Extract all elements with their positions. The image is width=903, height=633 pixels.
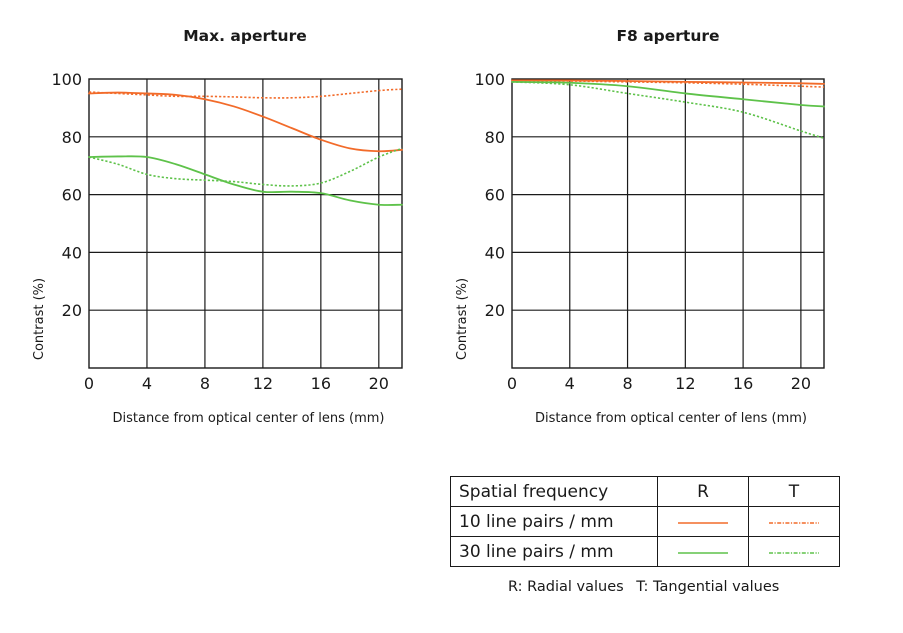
series-line-green-solid [88, 155, 403, 206]
x-axis-label: Distance from optical center of lens (mm… [113, 411, 385, 426]
series-line-orange-dotted [88, 88, 403, 99]
legend-sample-30lp-tangential [748, 536, 840, 567]
x-tick-label: 16 [311, 374, 331, 393]
legend-header-row: Spatial frequency R T [450, 476, 840, 507]
series-line-orange-dotted [511, 79, 825, 88]
series-line-green-solid [511, 80, 825, 108]
x-tick-label: 0 [507, 374, 517, 393]
x-tick-label: 8 [200, 374, 210, 393]
x-tick-label: 4 [142, 374, 152, 393]
legend-line-green-dotted [769, 551, 819, 554]
legend-line-orange-dotted [769, 521, 819, 524]
chart-title: F8 aperture [616, 27, 719, 45]
x-tick-label: 0 [84, 374, 94, 393]
series-line-orange-solid [511, 79, 825, 85]
x-tick-label: 20 [791, 374, 811, 393]
plot-frame [511, 78, 825, 369]
legend-header-r: R [657, 476, 749, 507]
y-tick-label: 80 [62, 128, 82, 147]
legend-sample-10lp-tangential [748, 506, 840, 537]
footnote-radial: R: Radial values [508, 579, 624, 595]
legend-sample-10lp-radial [657, 506, 749, 537]
legend-row-10lp: 10 line pairs / mm [450, 506, 840, 537]
legend-header-t: T [748, 476, 840, 507]
y-tick-label: 80 [485, 128, 505, 147]
legend-row-30lp: 30 line pairs / mm [450, 536, 840, 567]
legend-header-label: Spatial frequency [450, 476, 658, 507]
y-axis-label: Contrast (%) [32, 278, 47, 360]
x-axis-label: Distance from optical center of lens (mm… [535, 411, 807, 426]
series-line-orange-solid [88, 91, 403, 153]
series-line-green-dotted [511, 81, 825, 140]
legend-sample-30lp-radial [657, 536, 749, 567]
legend-line-orange-solid [678, 521, 728, 524]
legend-line-green-solid [678, 551, 728, 554]
legend-footnote: R: Radial values T: Tangential values [508, 579, 779, 595]
legend-row-label: 10 line pairs / mm [450, 506, 658, 537]
x-tick-label: 12 [675, 374, 695, 393]
legend-table: Spatial frequency R T 10 line pairs / mm… [450, 476, 840, 567]
chart-title: Max. aperture [183, 27, 306, 45]
mtf-chart-1: Max. aperture 0 4 8 12 16 20 20 40 60 80 100 Distanc… [32, 27, 403, 426]
series-line-green-dotted [88, 147, 403, 187]
mtf-chart-2: F8 aperture 0 4 8 12 16 20 20 40 60 80 100 Distance … [455, 27, 825, 426]
y-tick-label: 100 [51, 70, 82, 89]
y-tick-label: 20 [485, 301, 505, 320]
y-tick-label: 60 [62, 186, 82, 205]
legend-row-label: 30 line pairs / mm [450, 536, 658, 567]
y-tick-label: 40 [62, 243, 82, 262]
plot-frame [88, 78, 403, 369]
x-tick-label: 8 [622, 374, 632, 393]
x-tick-label: 4 [565, 374, 575, 393]
y-tick-label: 100 [474, 70, 505, 89]
y-tick-label: 40 [485, 243, 505, 262]
y-axis-label: Contrast (%) [455, 278, 470, 360]
x-tick-label: 12 [253, 374, 273, 393]
y-tick-label: 60 [485, 186, 505, 205]
x-tick-label: 20 [369, 374, 389, 393]
y-tick-label: 20 [62, 301, 82, 320]
x-tick-label: 16 [733, 374, 753, 393]
footnote-tangential: T: Tangential values [636, 579, 780, 595]
